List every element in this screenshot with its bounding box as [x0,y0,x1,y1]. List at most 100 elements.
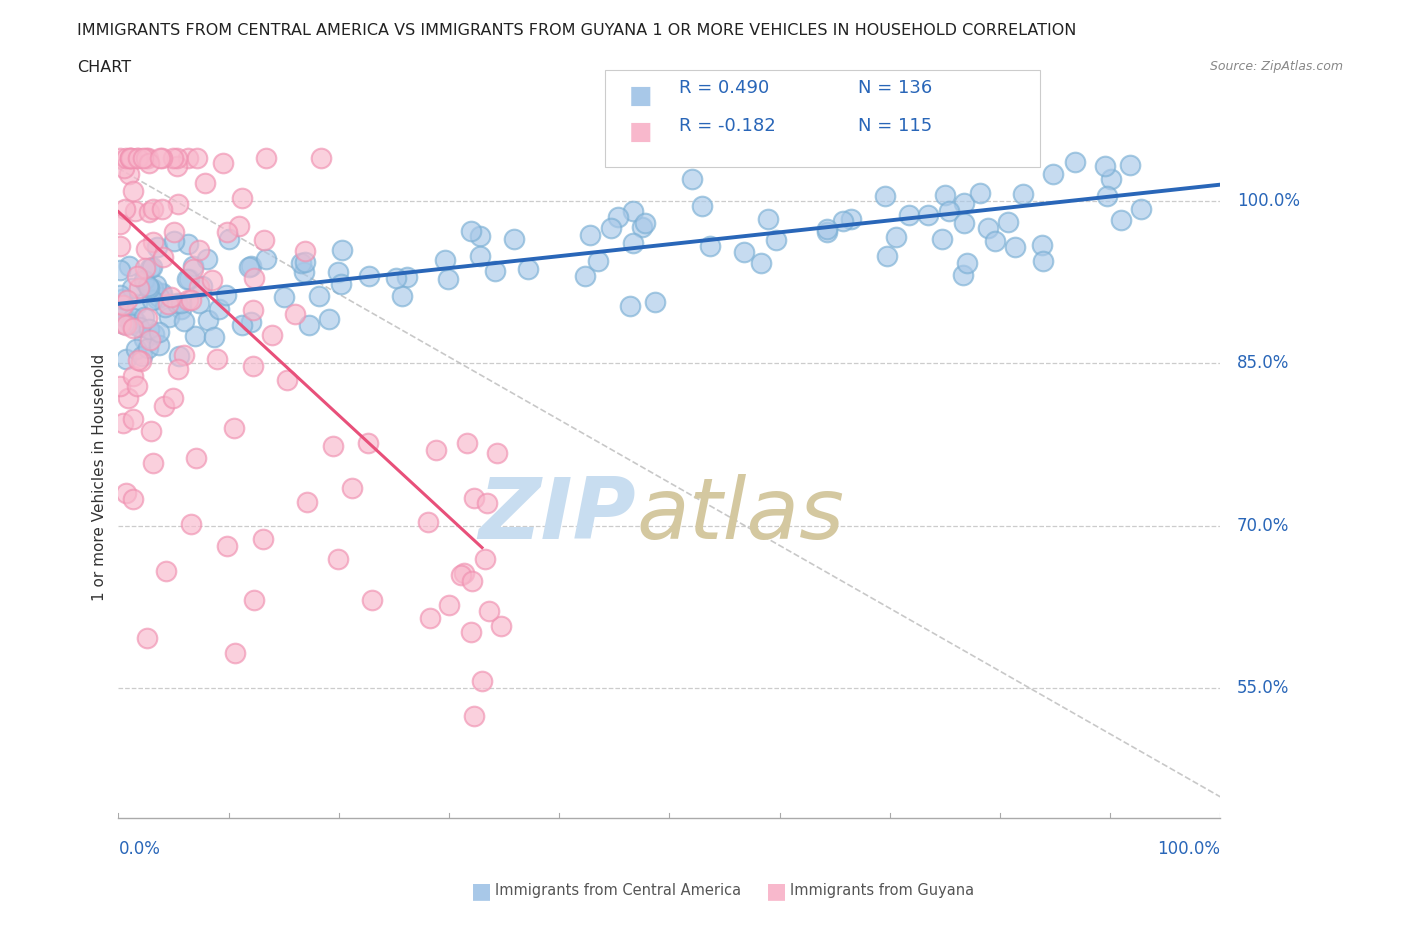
Point [831,214,853,229]
Point [108,150,131,165]
Point [360,592,382,607]
Point [115,318,138,333]
Text: ■: ■ [766,881,787,901]
Point [141,259,163,274]
Point [205,352,228,366]
Point [690,199,713,214]
Point [136,340,159,355]
Point [202,330,225,345]
Text: ■: ■ [628,120,652,144]
Point [195,251,218,266]
Point [112,161,135,176]
Point [252,531,274,546]
Point [127,297,149,312]
Point [765,232,787,247]
Point [460,574,482,589]
Point [977,220,1000,235]
Point [699,239,721,254]
Point [186,150,208,165]
Point [456,436,478,451]
Text: atlas: atlas [637,473,844,556]
Point [468,229,491,244]
Point [177,237,200,252]
Point [124,203,146,218]
Point [136,150,159,165]
Point [984,233,1007,248]
Point [574,269,596,284]
Point [254,251,277,266]
Point [463,490,485,505]
Point [194,176,217,191]
Point [149,150,172,165]
Point [128,280,150,295]
Point [436,272,458,286]
Point [292,265,315,280]
Point [112,298,135,312]
Point [125,268,148,283]
Point [326,551,349,566]
Point [815,225,838,240]
Point [108,287,131,302]
Point [118,166,141,181]
Point [111,305,134,320]
Point [108,239,131,254]
Point [145,292,167,307]
Point [1094,159,1116,174]
Point [644,295,666,310]
Point [162,390,184,405]
Point [142,456,165,471]
Point [1042,166,1064,181]
Point [460,224,482,239]
Point [357,436,380,451]
Point [166,150,188,165]
Point [136,311,159,325]
Point [176,272,198,286]
Point [139,261,162,276]
Point [115,150,138,165]
Point [120,316,142,331]
Point [917,207,939,222]
Point [489,618,512,633]
Point [131,348,153,363]
Text: R = -0.182: R = -0.182 [679,116,776,135]
Point [125,341,148,356]
Text: 0.0%: 0.0% [118,840,160,858]
Point [485,445,508,460]
Point [145,239,167,254]
Point [621,235,644,250]
Point [228,219,250,233]
Point [187,280,209,295]
Point [127,379,149,394]
Point [586,254,609,269]
Point [170,301,193,316]
Text: 100.0%: 100.0% [1237,192,1299,210]
Point [152,250,174,265]
Point [114,202,136,217]
Point [952,196,974,211]
Point [180,517,202,532]
Point [884,230,907,245]
Point [157,310,180,325]
Point [173,314,195,329]
Point [815,221,838,236]
Point [132,272,155,287]
Point [231,191,253,206]
Text: N = 115: N = 115 [858,116,932,135]
Point [326,264,349,279]
Point [239,259,262,273]
Point [156,297,179,312]
Point [254,150,277,165]
Point [898,207,921,222]
Point [127,150,149,165]
Point [839,211,862,226]
Text: Source: ZipAtlas.com: Source: ZipAtlas.com [1209,60,1343,73]
Point [471,673,494,688]
Point [222,420,245,435]
Point [391,288,413,303]
Point [188,243,211,258]
Point [208,301,231,316]
Text: Immigrants from Guyana: Immigrants from Guyana [790,884,974,898]
Point [231,317,253,332]
Point [135,150,157,165]
Point [516,261,538,276]
